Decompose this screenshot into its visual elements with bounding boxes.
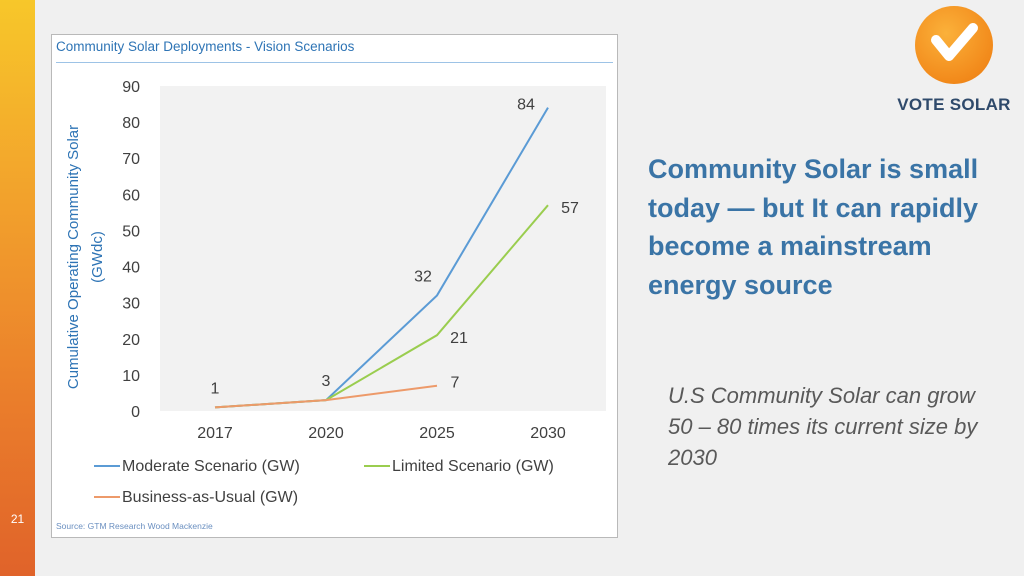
y-tick-label: 30 bbox=[122, 296, 140, 313]
y-tick-label: 90 bbox=[122, 79, 140, 96]
chart-panel: Community Solar Deployments - Vision Sce… bbox=[51, 34, 618, 538]
chart-title: Community Solar Deployments - Vision Sce… bbox=[56, 39, 355, 54]
data-label: 84 bbox=[517, 97, 535, 114]
title-divider bbox=[56, 62, 613, 63]
headline: Community Solar is small today — but It … bbox=[648, 154, 979, 300]
slide-number: 21 bbox=[10, 512, 25, 526]
legend-label-1: Moderate Scenario (GW) bbox=[122, 458, 300, 475]
x-tick-label: 2017 bbox=[197, 425, 233, 442]
subtext: U.S Community Solar can grow 50 – 80 tim… bbox=[668, 383, 978, 470]
check-icon bbox=[931, 23, 978, 61]
x-tick-label: 2020 bbox=[308, 425, 344, 442]
side-accent-bar bbox=[0, 0, 35, 576]
plot-area bbox=[160, 86, 606, 411]
x-tick-label: 2025 bbox=[419, 425, 455, 442]
logo-text: VOTE SOLAR bbox=[897, 95, 1011, 114]
data-label: 3 bbox=[322, 373, 331, 390]
data-label: 21 bbox=[450, 330, 468, 347]
legend-label-2: Limited Scenario (GW) bbox=[392, 458, 554, 475]
chart-source: Source: GTM Research Wood Mackenzie bbox=[56, 521, 213, 531]
y-tick-label: 20 bbox=[122, 332, 140, 349]
y-tick-label: 50 bbox=[122, 223, 140, 240]
data-label: 7 bbox=[451, 375, 460, 392]
y-tick-label: 40 bbox=[122, 260, 140, 277]
y-tick-label: 70 bbox=[122, 151, 140, 168]
data-label: 32 bbox=[414, 268, 432, 285]
y-tick-label: 10 bbox=[122, 368, 140, 385]
series-line-3 bbox=[214, 384, 438, 409]
legend-label-3: Business-as-Usual (GW) bbox=[122, 489, 298, 506]
y-tick-label: 60 bbox=[122, 187, 140, 204]
data-label: 57 bbox=[561, 200, 579, 217]
y-axis-label: Cumulative Operating Community Solar (GWd… bbox=[65, 125, 106, 389]
y-tick-label: 80 bbox=[122, 115, 140, 132]
x-tick-label: 2030 bbox=[530, 425, 566, 442]
vote-solar-logo bbox=[915, 6, 993, 84]
y-tick-label: 0 bbox=[131, 404, 140, 421]
data-label: 1 bbox=[211, 380, 220, 397]
